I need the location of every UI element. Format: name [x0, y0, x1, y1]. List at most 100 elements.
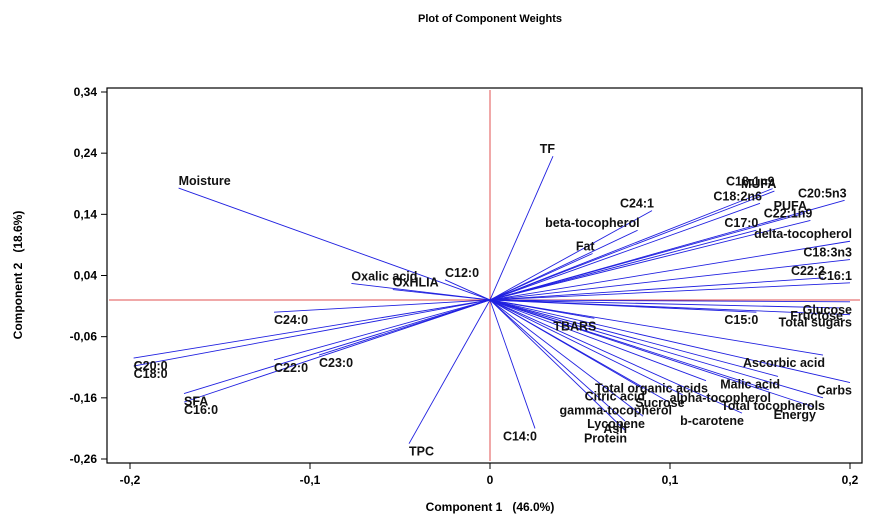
variable-label: Carbs: [817, 384, 852, 398]
chart-title: Plot of Component Weights: [418, 13, 562, 25]
variable-label: Malic acid: [720, 377, 780, 391]
variable-label: C16:1: [818, 269, 852, 283]
variable-label: Total organic acids: [595, 382, 708, 396]
variable-label: TPC: [409, 445, 434, 459]
variable-label: PUFA: [774, 199, 807, 213]
loading-vector: [489, 299, 815, 408]
variable-label: C24:0: [274, 313, 308, 327]
loading-vector: [489, 229, 757, 301]
loading-vector: [489, 299, 683, 396]
variable-label: Glucose: [803, 303, 852, 317]
loading-vector: [489, 299, 626, 431]
variable-label: gamma-tocopherol: [559, 404, 672, 418]
variable-label: Total tocopherols: [721, 399, 825, 413]
variable-label: C20:0: [134, 359, 168, 373]
variable-label: Protein: [584, 431, 627, 445]
variable-label: beta-tocopherol: [545, 216, 639, 230]
loading-vector: [133, 299, 491, 367]
variable-label: b-carotene: [680, 414, 744, 428]
variable-label: TBARS: [553, 319, 596, 333]
loading-vector: [392, 289, 491, 301]
x-tick-label: -0,1: [300, 473, 321, 487]
loading-vector: [489, 156, 554, 301]
y-tick-label: -0,06: [70, 330, 98, 344]
variable-label: C22:2: [791, 264, 825, 278]
loading-vectors: [133, 156, 851, 444]
loading-vector: [489, 299, 851, 383]
loading-vector: [273, 299, 491, 361]
loading-vector: [133, 299, 491, 359]
y-tick-label: 0,04: [74, 269, 98, 283]
loading-vector: [489, 220, 811, 301]
loading-vector: [489, 299, 851, 303]
y-tick-label: 0,14: [74, 207, 98, 221]
x-tick-label: 0: [487, 473, 494, 487]
variable-label: C20:5n3: [798, 186, 847, 200]
loading-vector: [489, 188, 773, 301]
variable-label: C12:0: [445, 266, 479, 280]
loading-vector: [489, 282, 851, 301]
variable-label: C14:0: [503, 429, 537, 443]
loading-vector: [273, 299, 491, 313]
loading-vector: [489, 299, 824, 356]
variable-label: C16:0: [184, 403, 218, 417]
variable-label: MUFA: [741, 177, 776, 191]
variable-label: Ash: [603, 422, 627, 436]
variable-label: Fat: [576, 239, 596, 253]
x-tick-label: -0,2: [120, 473, 141, 487]
loading-vector: [489, 299, 644, 417]
variable-label: C18:1n9: [726, 175, 775, 189]
x-tick-label: 0,2: [842, 473, 859, 487]
loading-vector: [489, 277, 824, 301]
loading-vector: [489, 299, 626, 422]
variable-label: C18:0: [134, 367, 168, 381]
loading-vector: [489, 202, 761, 301]
loading-vector: [408, 299, 491, 444]
loading-vector: [489, 299, 824, 399]
variable-label: OxHLIA: [393, 276, 439, 290]
loading-vector: [489, 259, 851, 301]
loading-vector: [489, 240, 851, 301]
y-tick-label: -0,26: [70, 452, 98, 466]
loading-vector: [183, 299, 491, 394]
variable-label: Total sugars: [779, 316, 852, 330]
variable-label: C18:2n6: [713, 189, 762, 203]
variable-label: Moisture: [179, 174, 231, 188]
loading-vector: [489, 299, 743, 414]
variable-label: Fructose: [790, 309, 843, 323]
variable-label: TF: [540, 142, 556, 156]
loading-vector: [489, 253, 593, 301]
variable-label: Lycopene: [587, 417, 645, 431]
loading-vector: [489, 299, 851, 316]
loading-vector: [444, 279, 491, 301]
variable-label: C22:1n9: [764, 206, 813, 220]
x-tick-label: 0,1: [662, 473, 679, 487]
loading-vector: [178, 187, 491, 301]
variable-label: delta-tocopherol: [754, 227, 852, 241]
variable-label: C15:0: [724, 313, 758, 327]
axis-ticks: -0,2 -0,1 0 0,1 0,2 -0,26 -0,16 -0,06 0,04 0,14 0,…: [70, 85, 859, 487]
variable-label: C22:0: [274, 361, 308, 375]
variable-label: Oxalic acid: [351, 269, 417, 283]
variable-label: alpha-tocopherol: [670, 391, 771, 405]
variable-label: C24:1: [620, 197, 654, 211]
y-tick-label: 0,34: [74, 85, 98, 99]
variable-label: C17:0: [724, 216, 758, 230]
variable-label: SFA: [184, 395, 208, 409]
loading-vector: [489, 299, 842, 309]
loading-vector: [489, 299, 779, 377]
loading-vector: [489, 299, 671, 404]
y-axis-label: Component 2 (18.6%): [11, 211, 25, 340]
x-axis-label: Component 1 (46.0%): [426, 500, 555, 514]
variable-label: C18:3n3: [803, 246, 852, 260]
loading-vector: [489, 212, 806, 301]
loading-vector: [489, 299, 536, 429]
loading-vector: [489, 190, 775, 301]
variable-label: Ascorbic acid: [743, 356, 825, 370]
loading-vector: [489, 299, 707, 382]
loading-vector: [183, 299, 491, 403]
variable-label: C23:0: [319, 356, 353, 370]
y-tick-label: 0,24: [74, 146, 98, 160]
